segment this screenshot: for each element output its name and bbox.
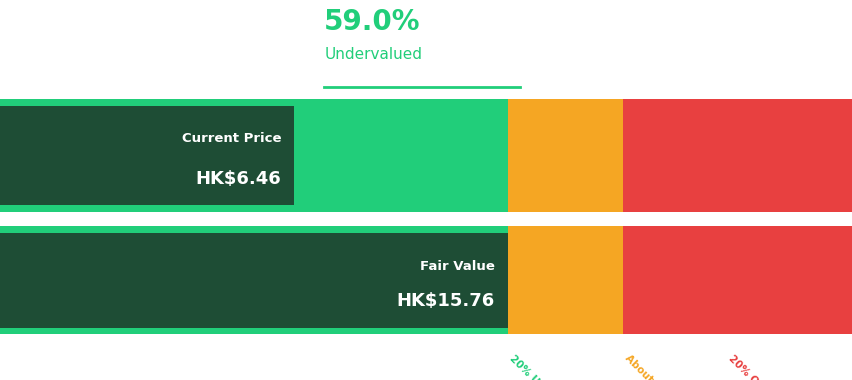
Point: [319, 85, 329, 89]
Text: Current Price: Current Price: [181, 132, 281, 146]
Bar: [507, 99, 622, 212]
Text: 59.0%: 59.0%: [324, 8, 420, 36]
Text: HK$6.46: HK$6.46: [195, 170, 281, 188]
Bar: [0, 99, 507, 212]
Bar: [622, 99, 852, 212]
Bar: [507, 226, 622, 334]
Text: Fair Value: Fair Value: [419, 260, 494, 272]
Bar: [0, 233, 507, 328]
Point: [515, 85, 525, 89]
Text: Undervalued: Undervalued: [324, 48, 422, 62]
Text: 20% Undervalued: 20% Undervalued: [507, 353, 587, 380]
Bar: [0, 106, 294, 205]
Text: 20% Overvalued: 20% Overvalued: [726, 353, 800, 380]
Bar: [0, 226, 507, 334]
Bar: [622, 226, 852, 334]
Text: About Right: About Right: [622, 353, 679, 380]
Text: HK$15.76: HK$15.76: [396, 293, 494, 310]
